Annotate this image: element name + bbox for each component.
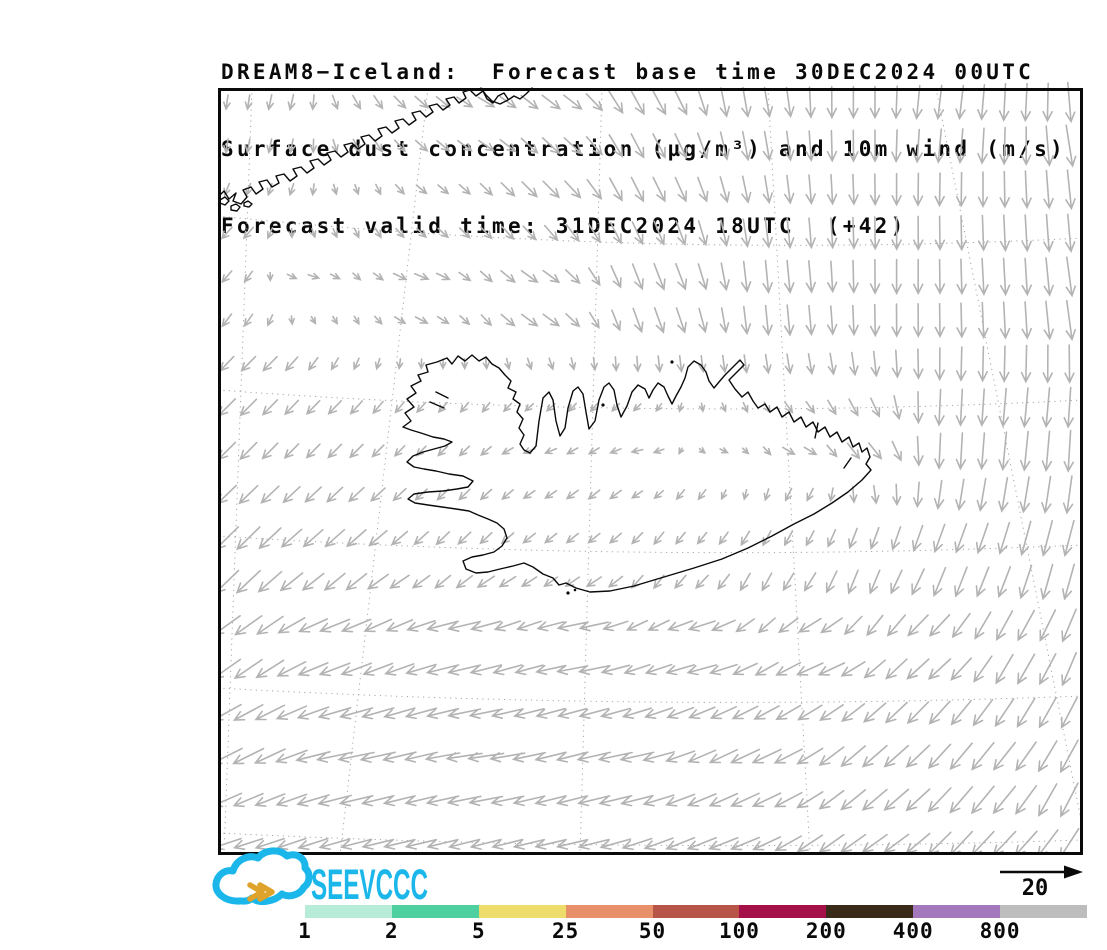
colorbar-label: 25 [552, 919, 580, 943]
colorbar-label: 400 [892, 919, 934, 943]
wind-scale-arrowhead [1064, 865, 1083, 879]
chevron-icon [247, 882, 275, 902]
coastlines [219, 87, 872, 595]
colorbar-label: 800 [979, 919, 1021, 943]
greenland-coastline [219, 89, 509, 205]
small-islands-west [219, 196, 253, 212]
title-line-1: DREAM8−Iceland: Forecast base time 30DEC… [221, 60, 1035, 85]
seevccc-logo: SEEVCCC [212, 847, 428, 909]
colorbar-labels: 1 2 5 25 50 100 200 400 800 [298, 919, 1087, 945]
colorbar-label: 100 [718, 919, 760, 943]
colorbar-segment [391, 905, 479, 918]
colorbar-label: 2 [385, 919, 399, 943]
wind-scale-value: 20 [1022, 876, 1049, 901]
colorbar-label: 50 [638, 919, 667, 943]
colorbar-segment [826, 905, 914, 918]
colorbar-segment [739, 905, 827, 918]
cloud-icon [212, 847, 313, 905]
colorbar-segment [1000, 905, 1088, 918]
colorbar-segment [565, 905, 653, 918]
colorbar-label: 5 [471, 919, 486, 943]
colorbar [305, 905, 1088, 918]
offshore-island-dots [566, 360, 674, 595]
colorbar-segment [305, 905, 392, 918]
wind-vectors [219, 81, 1080, 854]
fjord-marks [429, 391, 852, 469]
colorbar-segment [652, 905, 740, 918]
map-border [218, 88, 1083, 855]
colorbar-label: 200 [805, 919, 847, 943]
colorbar-segment [913, 905, 1001, 918]
graticule [219, 87, 1082, 854]
colorbar-segment [478, 905, 566, 918]
greenland-peninsula [480, 87, 533, 105]
wind-scale: 20 [1000, 865, 1083, 901]
iceland-coastline [402, 354, 872, 593]
colorbar-label: 1 [298, 919, 312, 943]
logo-text: SEEVCCC [311, 861, 428, 909]
